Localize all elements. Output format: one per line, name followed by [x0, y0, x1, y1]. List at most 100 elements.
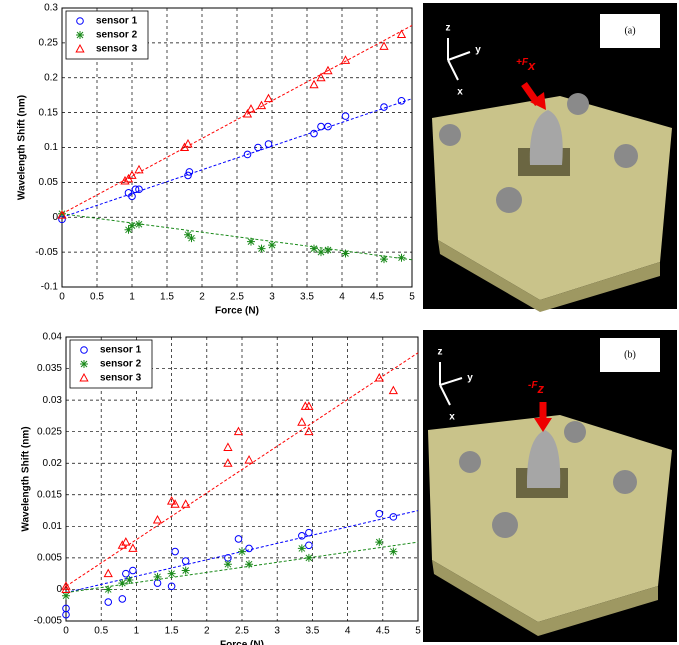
- marker: [171, 547, 179, 556]
- marker: [388, 385, 399, 395]
- photo-b: [423, 330, 677, 642]
- marker: [305, 541, 313, 550]
- marker: [125, 575, 134, 584]
- x-tick-label: 0: [59, 292, 65, 303]
- marker: [184, 171, 192, 180]
- marker: [135, 185, 143, 194]
- marker: [80, 346, 88, 354]
- marker: [167, 582, 176, 591]
- marker: [340, 55, 351, 64]
- x-tick-label: 3: [269, 292, 275, 303]
- marker: [118, 579, 127, 588]
- marker: [389, 547, 398, 556]
- marker: [121, 537, 131, 546]
- axis-letter: y: [475, 45, 481, 56]
- y-tick-label: 0.025: [37, 426, 62, 437]
- marker: [242, 108, 253, 118]
- trend-line: [65, 541, 419, 594]
- y-tick-label: 0.01: [43, 521, 63, 532]
- y-tick-label: 0.1: [44, 142, 58, 153]
- x-tick-label: 4: [339, 292, 345, 303]
- x-tick-label: 1.5: [165, 626, 179, 637]
- x-tick-label: 2: [199, 292, 205, 303]
- marker: [297, 417, 307, 426]
- x-tick-label: 5: [409, 292, 415, 303]
- marker: [247, 237, 255, 246]
- x-tick-label: 2.5: [230, 292, 244, 303]
- panel-label: (b): [624, 349, 636, 360]
- force-subscript: x: [527, 58, 536, 73]
- marker: [264, 140, 273, 148]
- force-symbol: -F: [528, 380, 538, 391]
- y-tick-label: -0.005: [34, 616, 63, 627]
- marker: [238, 547, 246, 556]
- x-tick-label: 0.5: [90, 292, 104, 303]
- y-tick-label: 0.005: [37, 553, 62, 564]
- marker: [256, 100, 267, 110]
- marker: [324, 122, 332, 131]
- marker: [297, 544, 306, 553]
- marker: [181, 499, 191, 508]
- y-tick-label: 0.04: [43, 332, 63, 343]
- legend-label: sensor 3: [96, 44, 138, 55]
- marker: [244, 455, 254, 464]
- marker: [75, 43, 85, 53]
- marker: [245, 544, 253, 553]
- marker: [187, 234, 196, 243]
- marker: [234, 535, 243, 543]
- marker: [389, 513, 398, 521]
- x-tick-label: 3.5: [300, 292, 314, 303]
- marker: [129, 566, 137, 575]
- axis-letter: y: [467, 373, 473, 384]
- legend-box: [65, 10, 149, 60]
- marker: [131, 185, 140, 194]
- axis-letter: z: [446, 23, 451, 34]
- y-tick-label: 0: [56, 584, 62, 595]
- marker: [305, 528, 313, 537]
- y-axis-label: Wavelength Shift (nm): [17, 95, 28, 200]
- marker: [397, 253, 406, 262]
- x-tick-label: 4.5: [376, 626, 390, 637]
- y-tick-label: 0.05: [39, 177, 59, 188]
- marker: [396, 29, 407, 39]
- marker: [128, 192, 136, 201]
- marker: [104, 585, 113, 594]
- marker: [397, 96, 406, 105]
- marker: [375, 509, 384, 518]
- marker: [341, 112, 350, 120]
- marker: [62, 591, 70, 600]
- marker: [304, 553, 313, 562]
- y-tick-label: 0.035: [37, 363, 62, 374]
- photo-a: [423, 3, 677, 312]
- x-tick-label: 2.5: [235, 626, 249, 637]
- marker: [380, 255, 388, 264]
- legend-label: sensor 2: [96, 30, 138, 41]
- marker: [243, 150, 252, 159]
- marker: [62, 604, 70, 613]
- y-axis-label: Wavelength Shift (nm): [21, 426, 32, 531]
- marker: [152, 514, 163, 524]
- marker: [323, 65, 333, 75]
- marker: [128, 543, 138, 552]
- x-tick-label: 4: [345, 626, 351, 637]
- marker: [128, 221, 136, 230]
- marker: [167, 569, 176, 578]
- marker: [79, 372, 89, 382]
- panel-label: (a): [624, 25, 635, 36]
- marker: [379, 41, 389, 50]
- marker: [76, 31, 84, 39]
- marker: [310, 244, 318, 253]
- marker: [184, 230, 192, 239]
- y-tick-label: -0.05: [35, 247, 58, 258]
- x-tick-label: 3.5: [305, 626, 319, 637]
- marker: [118, 595, 127, 603]
- marker: [103, 568, 113, 578]
- trend-line: [65, 352, 419, 587]
- marker: [153, 572, 162, 581]
- plot-frame: [61, 7, 413, 288]
- trend-line: [61, 98, 413, 218]
- legend-label: sensor 3: [100, 373, 142, 384]
- y-tick-label: 0.02: [43, 458, 63, 469]
- marker: [183, 138, 193, 148]
